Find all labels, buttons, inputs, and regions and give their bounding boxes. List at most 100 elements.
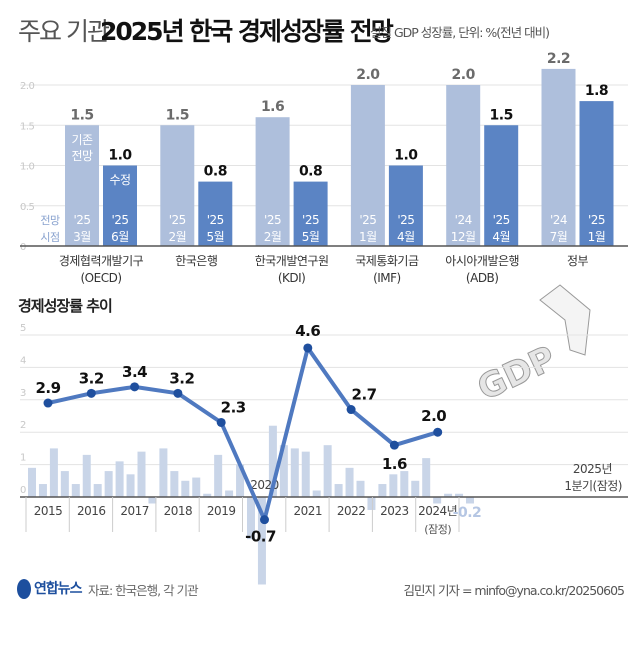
forecast-date-year: '24	[550, 213, 567, 227]
bar-prev	[160, 125, 195, 246]
y-tick-label: 0.5	[20, 202, 35, 213]
data-label: 3.4	[122, 363, 147, 381]
quarterly-bar	[236, 464, 245, 497]
quarterly-bar	[28, 467, 36, 497]
yonhap-logo-icon	[17, 579, 31, 599]
y-tick-label: 1.5	[20, 121, 35, 132]
x-tick-label: 2018	[164, 504, 193, 518]
bar-rev	[103, 165, 137, 246]
q-last-note: 1분기(잠정)	[564, 479, 622, 493]
quarterly-bar	[367, 497, 376, 510]
data-point	[130, 382, 140, 392]
q-last-note: 2025년	[573, 462, 612, 476]
forecast-date-year: '25	[264, 213, 281, 227]
forecast-date-month: 5월	[302, 230, 320, 244]
forecast-date-year: '25	[169, 213, 186, 227]
data-label: 4.6	[295, 322, 320, 340]
quarterly-bar	[422, 458, 431, 497]
forecast-date-year: '25	[73, 213, 90, 227]
forecast-date-year: '25	[359, 213, 376, 227]
category-label: 한국개발연구원	[255, 254, 329, 268]
category-sublabel: (ADB)	[466, 271, 499, 285]
y-tick-label: 2	[20, 420, 26, 431]
quarterly-bar	[312, 490, 321, 497]
quarterly-bar	[378, 484, 387, 497]
forecast-date-month: 7월	[550, 230, 568, 244]
forecast-date-year: '25	[397, 213, 414, 227]
data-label: -0.7	[245, 528, 276, 546]
x-tick-label: 2024년	[418, 504, 457, 518]
quarterly-bar	[192, 477, 201, 497]
q-last-value-label: -0.2	[453, 505, 482, 521]
legend-time-label: 전망	[40, 214, 60, 227]
data-point	[173, 388, 183, 398]
x-tick-label: 2017	[120, 504, 149, 518]
x-tick-label: 2015	[34, 504, 63, 518]
bar-prev	[65, 125, 99, 246]
title-prefix: 주요 기관	[18, 17, 110, 46]
forecast-date-month: 12월	[451, 230, 476, 244]
quarterly-bar	[203, 493, 212, 497]
quarterly-bar	[345, 467, 354, 497]
forecast-date-month: 4월	[397, 230, 415, 244]
data-label: 2.0	[421, 407, 446, 425]
bar-rev	[198, 181, 233, 246]
quarterly-bar	[247, 497, 255, 540]
category-sublabel: (IMF)	[373, 271, 401, 285]
bar-value-label: 1.5	[490, 107, 513, 123]
bar-value-label: 0.8	[204, 164, 227, 180]
quarterly-bar	[82, 454, 91, 497]
forecast-date-month: 2월	[168, 230, 186, 244]
data-point	[216, 417, 226, 427]
quarterly-bar	[323, 445, 332, 497]
quarterly-bar	[159, 448, 168, 497]
section-title-trend: 경제성장률 추이	[18, 297, 113, 315]
forecast-date-year: '25	[588, 213, 605, 227]
forecast-date-month: 2월	[264, 230, 282, 244]
quarterly-bar	[49, 448, 58, 497]
quarterly-bar	[334, 484, 343, 497]
forecast-date-year: '25	[111, 213, 128, 227]
source-text: 자료: 한국은행, 각 기관	[88, 583, 199, 598]
data-point	[303, 343, 313, 353]
data-label: 3.2	[169, 369, 194, 387]
y-tick-label: 3	[20, 388, 26, 399]
data-label: 2.3	[221, 398, 246, 416]
bar-rev	[484, 125, 519, 246]
bar-prev	[541, 68, 576, 247]
y-tick-label: 2.0	[20, 81, 35, 92]
y-tick-label: 0	[20, 485, 26, 496]
y-tick-label: 5	[20, 323, 26, 334]
bar-prev	[446, 85, 481, 246]
y-tick-label: 0	[20, 242, 26, 253]
category-label: 국제통화기금	[355, 254, 419, 268]
quarterly-bar	[455, 493, 464, 497]
yonhap-logo: 연합뉴스	[34, 581, 83, 597]
forecast-date-month: 1월	[359, 230, 377, 244]
category-label: 한국은행	[175, 253, 217, 268]
legend-prev-label: 기존	[71, 133, 93, 147]
quarterly-bar	[389, 474, 398, 497]
data-point	[86, 388, 96, 398]
bar-value-label: 0.8	[299, 164, 322, 180]
forecast-date-month: 6월	[111, 230, 129, 244]
x-tick-label: 2019	[207, 504, 236, 518]
bar-rev	[293, 181, 328, 246]
legend-prev-label: 전망	[71, 149, 93, 163]
bar-prev	[350, 85, 385, 246]
quarterly-bar	[279, 445, 288, 497]
data-label: 2.7	[352, 386, 377, 404]
quarterly-bar	[444, 493, 453, 497]
quarterly-bar	[214, 454, 223, 497]
quarterly-bar	[104, 471, 113, 497]
quarterly-bar	[411, 480, 420, 497]
quarterly-bar	[126, 474, 135, 497]
bar-value-label: 1.5	[70, 107, 93, 123]
bar-value-label: 1.5	[166, 107, 189, 123]
quarterly-bar	[115, 461, 124, 497]
bar-value-label: 2.0	[452, 67, 476, 83]
legend-rev-label: 수정	[109, 173, 130, 187]
quarterly-bar	[38, 484, 47, 497]
data-label: 3.2	[79, 369, 104, 387]
quarterly-bar	[93, 484, 102, 497]
